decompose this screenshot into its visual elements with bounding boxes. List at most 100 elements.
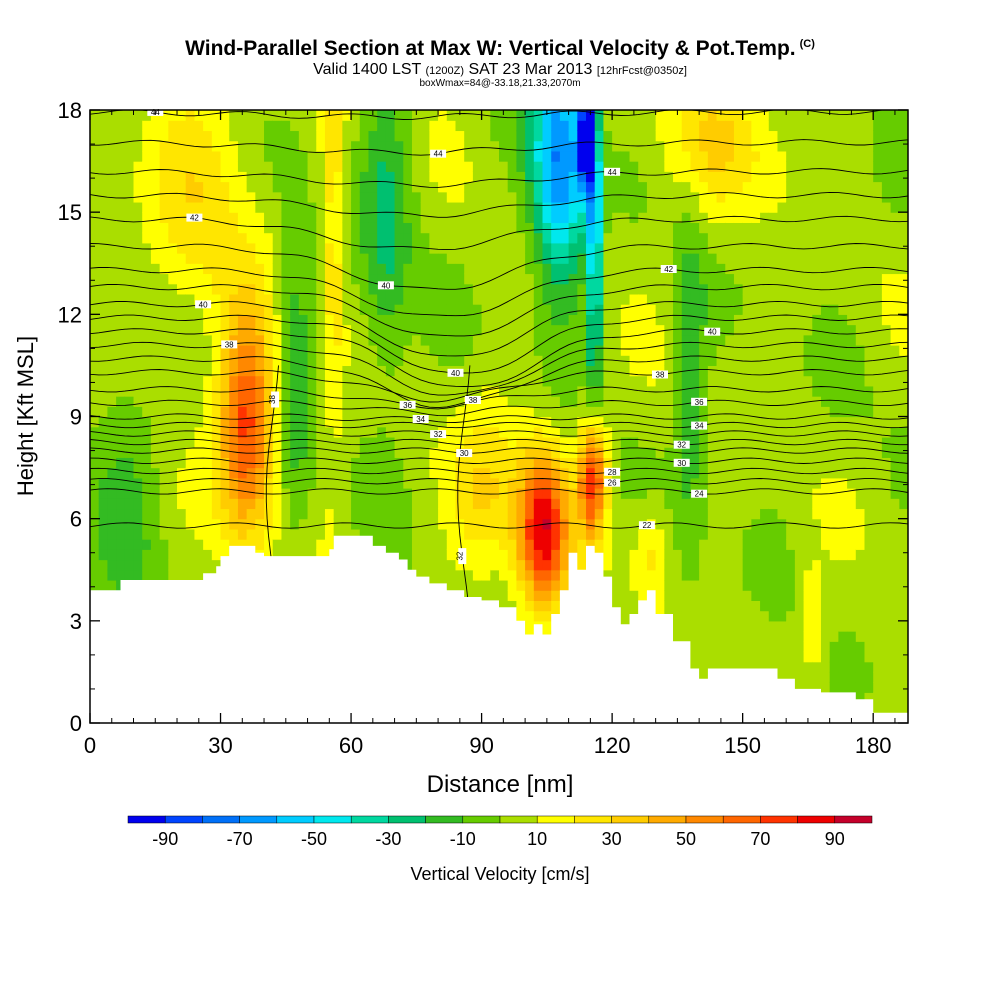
- velocity-cell: [638, 324, 648, 336]
- velocity-cell: [725, 620, 735, 632]
- velocity-cell: [586, 242, 596, 254]
- velocity-cell: [377, 385, 387, 397]
- velocity-cell: [168, 130, 178, 142]
- velocity-cell: [620, 406, 631, 418]
- velocity-cell: [246, 344, 256, 356]
- velocity-cell: [298, 375, 309, 387]
- velocity-cell: [185, 232, 196, 244]
- velocity-cell: [446, 191, 457, 203]
- velocity-cell: [211, 242, 222, 254]
- velocity-cell: [211, 140, 222, 152]
- velocity-cell: [116, 396, 126, 407]
- velocity-cell: [603, 518, 613, 530]
- velocity-cell: [751, 426, 761, 438]
- velocity-cell: [499, 355, 509, 367]
- velocity-cell: [542, 161, 552, 172]
- velocity-cell: [411, 232, 422, 244]
- velocity-cell: [316, 201, 326, 213]
- velocity-cell: [655, 171, 665, 183]
- velocity-cell: [246, 416, 256, 428]
- velocity-cell: [107, 518, 117, 530]
- velocity-cell: [490, 518, 500, 530]
- velocity-cell: [559, 120, 570, 132]
- velocity-cell: [438, 344, 448, 356]
- velocity-cell: [673, 201, 683, 213]
- velocity-cell: [777, 293, 787, 305]
- velocity-cell: [577, 242, 587, 254]
- velocity-cell: [716, 201, 726, 213]
- velocity-cell: [742, 396, 752, 407]
- velocity-cell: [281, 467, 291, 479]
- velocity-cell: [368, 232, 378, 244]
- velocity-cell: [237, 365, 248, 377]
- velocity-cell: [481, 539, 491, 550]
- velocity-cell: [159, 334, 169, 346]
- velocity-cell: [333, 498, 343, 510]
- velocity-cell: [107, 559, 117, 571]
- velocity-cell: [742, 600, 752, 612]
- velocity-cell: [507, 488, 517, 499]
- velocity-cell: [664, 406, 674, 418]
- velocity-cell: [681, 253, 692, 264]
- velocity-cell: [681, 539, 692, 550]
- velocity-cell: [664, 539, 674, 550]
- velocity-cell: [760, 232, 770, 244]
- velocity-cell: [629, 590, 639, 601]
- velocity-cell: [638, 559, 648, 571]
- velocity-cell: [577, 549, 587, 561]
- velocity-cell: [377, 201, 387, 213]
- velocity-cell: [760, 661, 770, 673]
- velocity-cell: [690, 242, 700, 254]
- velocity-cell: [333, 406, 343, 418]
- velocity-cell: [185, 416, 196, 428]
- velocity-cell: [229, 201, 239, 213]
- velocity-cell: [229, 426, 239, 438]
- velocity-cell: [568, 508, 578, 520]
- velocity-cell: [333, 304, 343, 315]
- velocity-cell: [368, 498, 378, 510]
- velocity-cell: [760, 242, 770, 254]
- velocity-cell: [568, 498, 578, 510]
- velocity-cell: [768, 406, 779, 418]
- velocity-cell: [368, 416, 378, 428]
- velocity-cell: [133, 304, 143, 315]
- velocity-cell: [620, 508, 631, 520]
- velocity-cell: [525, 150, 535, 162]
- velocity-cell: [673, 528, 683, 540]
- velocity-cell: [629, 171, 639, 183]
- velocity-cell: [542, 273, 552, 285]
- velocity-cell: [237, 518, 248, 530]
- velocity-cell: [699, 477, 709, 489]
- velocity-cell: [107, 579, 117, 591]
- velocity-cell: [786, 600, 796, 612]
- velocity-cell: [620, 477, 631, 489]
- velocity-cell: [211, 293, 222, 305]
- velocity-cell: [168, 242, 178, 254]
- velocity-cell: [351, 212, 361, 223]
- velocity-cell: [603, 559, 613, 571]
- velocity-cell: [786, 416, 796, 428]
- velocity-cell: [481, 181, 491, 193]
- velocity-cell: [185, 477, 196, 489]
- velocity-cell: [507, 559, 517, 571]
- velocity-cell: [507, 436, 517, 448]
- velocity-cell: [742, 590, 752, 601]
- velocity-cell: [690, 528, 700, 540]
- velocity-cell: [733, 610, 744, 622]
- velocity-cell: [90, 150, 100, 162]
- velocity-cell: [725, 191, 735, 203]
- velocity-cell: [499, 590, 509, 601]
- velocity-cell: [185, 426, 196, 438]
- velocity-cell: [246, 426, 256, 438]
- velocity-cell: [290, 161, 300, 172]
- velocity-cell: [455, 150, 465, 162]
- velocity-cell: [768, 110, 779, 121]
- velocity-cell: [403, 110, 413, 121]
- velocity-cell: [359, 488, 370, 499]
- velocity-cell: [168, 528, 178, 540]
- velocity-cell: [159, 416, 169, 428]
- velocity-cell: [664, 334, 674, 346]
- velocity-cell: [577, 508, 587, 520]
- velocity-cell: [629, 314, 639, 326]
- velocity-cell: [368, 324, 378, 336]
